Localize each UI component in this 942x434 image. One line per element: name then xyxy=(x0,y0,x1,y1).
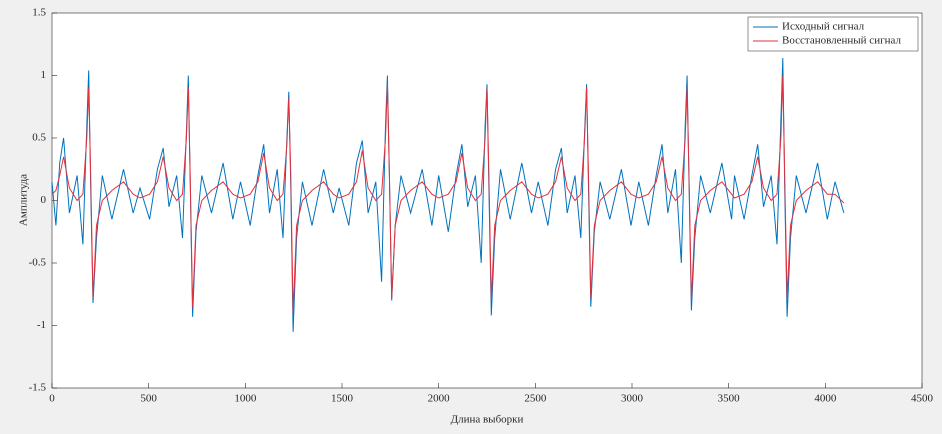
x-tick-label: 2000 xyxy=(428,393,451,405)
x-axis-label: Длина выборки xyxy=(451,414,524,426)
y-tick-label: 1.5 xyxy=(32,7,46,19)
series-line xyxy=(51,57,845,332)
x-tick-label: 1500 xyxy=(331,393,354,405)
plot-area xyxy=(51,12,923,389)
x-tick-label: 4000 xyxy=(814,393,837,405)
x-tick-label: 2500 xyxy=(524,393,547,405)
x-tick-label: 1000 xyxy=(234,393,257,405)
y-axis-label: Амплитуда xyxy=(18,174,30,226)
legend-label: Исходный сигнал xyxy=(782,21,865,33)
x-tick-label: 3500 xyxy=(718,393,741,405)
legend-label: Восстановленный сигнал xyxy=(782,35,901,47)
series-line xyxy=(51,75,845,314)
legend-box xyxy=(747,16,919,52)
y-tick-label: -1.5 xyxy=(29,382,47,394)
y-tick-label: -0.5 xyxy=(29,257,47,269)
y-tick-label: 0.5 xyxy=(32,132,46,144)
x-tick-label: 0 xyxy=(49,393,55,405)
x-tick-label: 500 xyxy=(140,393,157,405)
x-tick-label: 4500 xyxy=(911,393,934,405)
x-tick-label: 3000 xyxy=(621,393,644,405)
y-tick-label: 0 xyxy=(41,194,47,206)
y-tick-label: 1 xyxy=(41,69,47,81)
y-tick-label: -1 xyxy=(37,319,46,331)
